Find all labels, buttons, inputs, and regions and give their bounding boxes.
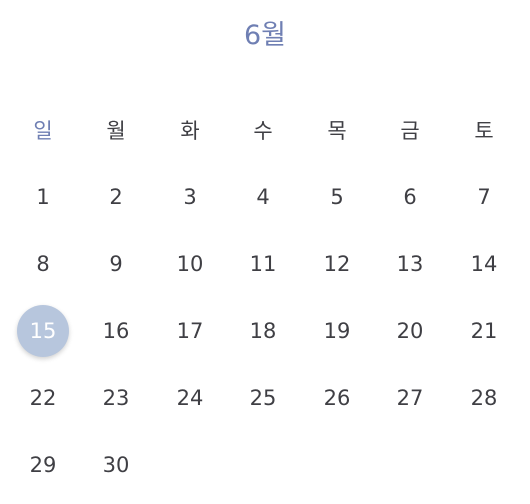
day-cell[interactable]: 9 xyxy=(109,252,123,276)
day-cell[interactable]: 21 xyxy=(470,319,498,343)
day-cell-selected[interactable]: 15 xyxy=(17,305,69,357)
day-cell[interactable]: 18 xyxy=(249,319,277,343)
day-cell[interactable]: 6 xyxy=(403,185,417,209)
day-cell[interactable]: 5 xyxy=(330,185,344,209)
day-cell[interactable]: 7 xyxy=(477,185,491,209)
day-cell[interactable]: 28 xyxy=(470,386,498,410)
day-cell[interactable]: 11 xyxy=(249,252,277,276)
day-cell[interactable]: 29 xyxy=(29,453,57,477)
weekday-saturday: 토 xyxy=(474,119,494,143)
weekday-tuesday: 화 xyxy=(180,119,200,143)
weekday-monday: 월 xyxy=(106,119,126,143)
day-cell[interactable]: 10 xyxy=(176,252,204,276)
day-cell[interactable]: 20 xyxy=(396,319,424,343)
day-cell[interactable]: 25 xyxy=(249,386,277,410)
day-cell[interactable]: 27 xyxy=(396,386,424,410)
day-cell[interactable]: 12 xyxy=(323,252,351,276)
weekday-header-row: 일 월 화 수 목 금 토 xyxy=(8,110,522,150)
day-cell[interactable]: 13 xyxy=(396,252,424,276)
week-row-1: 1 2 3 4 5 6 7 xyxy=(8,177,522,217)
week-row-4: 22 23 24 25 26 27 28 xyxy=(8,378,522,418)
day-cell[interactable]: 3 xyxy=(183,185,197,209)
weekday-friday: 금 xyxy=(400,119,420,143)
day-cell[interactable]: 14 xyxy=(470,252,498,276)
week-row-2: 8 9 10 11 12 13 14 xyxy=(8,244,522,284)
month-title: 6월 xyxy=(243,20,287,51)
weekday-sunday: 일 xyxy=(33,119,53,143)
day-cell[interactable]: 2 xyxy=(109,185,123,209)
weekday-wednesday: 수 xyxy=(253,119,273,143)
day-cell[interactable]: 22 xyxy=(29,386,57,410)
day-cell[interactable]: 24 xyxy=(176,386,204,410)
day-cell[interactable]: 16 xyxy=(102,319,130,343)
week-row-5: 29 30 xyxy=(8,445,522,485)
day-cell[interactable]: 19 xyxy=(323,319,351,343)
day-cell[interactable]: 23 xyxy=(102,386,130,410)
day-cell[interactable]: 30 xyxy=(102,453,130,477)
day-cell[interactable]: 4 xyxy=(256,185,270,209)
day-cell[interactable]: 1 xyxy=(36,185,50,209)
day-cell[interactable]: 26 xyxy=(323,386,351,410)
day-cell[interactable]: 17 xyxy=(176,319,204,343)
day-cell[interactable]: 8 xyxy=(36,252,50,276)
weekday-thursday: 목 xyxy=(327,119,347,143)
week-row-3: 15 16 17 18 19 20 21 xyxy=(8,305,522,357)
